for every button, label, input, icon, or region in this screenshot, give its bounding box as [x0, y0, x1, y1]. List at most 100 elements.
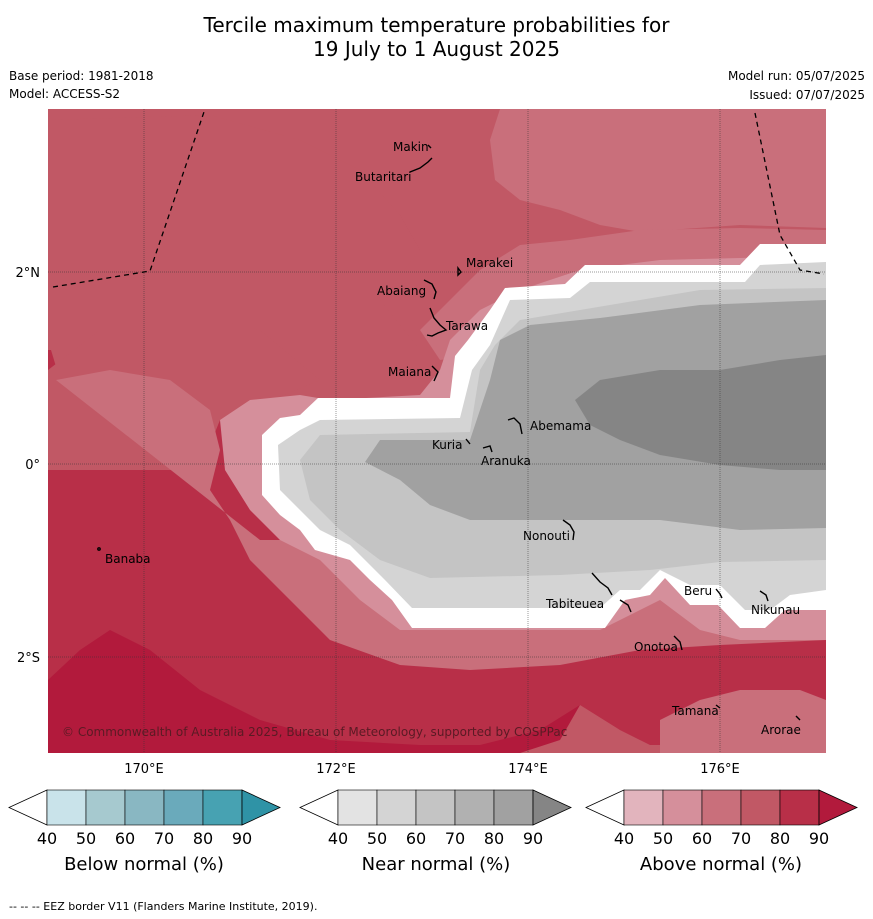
colorbar-tick-label: 50	[367, 829, 387, 848]
place-label: Marakei	[466, 256, 513, 270]
colorbar-tick-label: 70	[445, 829, 465, 848]
colorbar-tick-label: 80	[484, 829, 504, 848]
place-label: Butaritari	[355, 170, 412, 184]
lon-label: 174°E	[508, 762, 548, 777]
colorbar-above-label: Above normal (%)	[639, 854, 803, 875]
colorbars: 40 50 60 70 80 90 40 50 60 70 80 90 40 50 60 70 80 90	[8, 789, 858, 848]
lon-label: 172°E	[316, 762, 356, 777]
island-abaiang	[423, 279, 437, 300]
colorbar-segment	[701, 789, 742, 826]
colorbar-above: 40 50 60 70 80 90	[585, 789, 858, 848]
place-label: Onotoa	[634, 640, 678, 654]
colorbar-segment	[163, 789, 204, 826]
lon-label: 170°E	[124, 762, 164, 777]
contour-near-70	[575, 355, 826, 470]
island-onotoa	[673, 635, 683, 651]
graticule	[48, 109, 826, 753]
place-label: Kuria	[432, 438, 463, 452]
place-label: Tarawa	[445, 319, 488, 333]
island-beru	[715, 588, 723, 599]
lat-label: 0°	[25, 458, 40, 473]
colorbar-tick-label: 50	[653, 829, 673, 848]
colorbar-tick-label: 90	[523, 829, 543, 848]
contour-above-60-se	[660, 690, 826, 753]
island-tabiteuea	[591, 572, 632, 613]
islands	[97, 144, 801, 721]
island-arorae	[795, 715, 801, 721]
colorbar-low-extend	[585, 789, 625, 826]
place-label: Nikunau	[751, 603, 800, 617]
colorbar-near-label: Near normal (%)	[361, 854, 511, 875]
map-title-line-2: 19 July to 1 August 2025	[313, 37, 560, 61]
colorbar-segment	[376, 789, 417, 826]
place-label: Tabiteuea	[545, 597, 604, 611]
lat-label: 2°S	[17, 651, 40, 666]
colorbar-tick-label: 60	[692, 829, 712, 848]
island-marakei	[457, 265, 462, 277]
colorbar-tick-label: 40	[614, 829, 634, 848]
island-abemama	[507, 417, 523, 435]
colorbar-tick-label: 70	[731, 829, 751, 848]
contour-above-70-se	[520, 705, 826, 753]
colorbar-tick-label: 90	[232, 829, 252, 848]
place-label: Beru	[684, 584, 712, 598]
island-banaba	[97, 547, 101, 551]
issued-date: Issued: 07/07/2025	[749, 88, 865, 102]
colorbar-high-extend	[818, 789, 858, 826]
eez-border	[52, 108, 825, 288]
colorbar-near: 40 50 60 70 80 90	[299, 789, 572, 848]
colorbar-low-extend	[299, 789, 339, 826]
island-aranuka	[482, 445, 493, 453]
place-label: Abaiang	[377, 284, 426, 298]
colorbar-segment	[46, 789, 87, 826]
colorbar-segment	[740, 789, 781, 826]
place-label: Nonouti	[523, 529, 570, 543]
colorbar-tick-label: 80	[193, 829, 213, 848]
place-label: Maiana	[388, 365, 431, 379]
colorbar-segment	[415, 789, 456, 826]
island-nonouti	[562, 519, 575, 541]
colorbar-tick-label: 40	[37, 829, 57, 848]
colorbar-segment	[623, 789, 664, 826]
colorbar-tick-label: 80	[770, 829, 790, 848]
place-label: Aranuka	[481, 454, 531, 468]
place-label: Banaba	[105, 552, 151, 566]
lon-label: 176°E	[700, 762, 740, 777]
colorbar-segment	[85, 789, 126, 826]
model-run: Model run: 05/07/2025	[727, 69, 865, 83]
island-tamana	[715, 704, 721, 709]
colorbar-below: 40 50 60 70 80 90	[8, 789, 281, 848]
model-name: Model: ACCESS-S2	[9, 87, 121, 101]
colorbar-tick-label: 90	[809, 829, 829, 848]
colorbar-segment	[337, 789, 378, 826]
lat-label: 2°N	[16, 266, 41, 281]
colorbar-segment	[493, 789, 534, 826]
colorbar-segment	[202, 789, 243, 826]
island-nikunau	[759, 590, 769, 602]
island-maiana	[431, 365, 439, 382]
colorbar-segment	[779, 789, 820, 826]
colorbar-segment	[662, 789, 703, 826]
colorbar-below-label: Below normal (%)	[64, 854, 224, 875]
colorbar-low-extend	[8, 789, 48, 826]
contour-above-90-sw	[48, 630, 660, 753]
place-label: Arorae	[761, 723, 801, 737]
place-label: Tamana	[671, 704, 719, 718]
colorbar-tick-label: 60	[115, 829, 135, 848]
place-label: Makin	[393, 140, 429, 154]
contour-above-60-ne	[490, 109, 826, 232]
contour-above-70-west	[48, 115, 420, 350]
base-period: Base period: 1981-2018	[9, 69, 154, 83]
colorbar-tick-label: 40	[328, 829, 348, 848]
eez-footnote: -- -- -- EEZ border V11 (Flanders Marine…	[9, 900, 318, 913]
island-tarawa	[426, 307, 448, 337]
island-butaritari	[409, 157, 433, 173]
colorbar-segment	[124, 789, 165, 826]
contour-above-70-mid	[48, 310, 320, 470]
island-kuria	[465, 438, 471, 445]
colorbar-segment	[454, 789, 495, 826]
colorbar-high-extend	[241, 789, 281, 826]
island-makin	[427, 144, 432, 149]
colorbar-tick-label: 50	[76, 829, 96, 848]
